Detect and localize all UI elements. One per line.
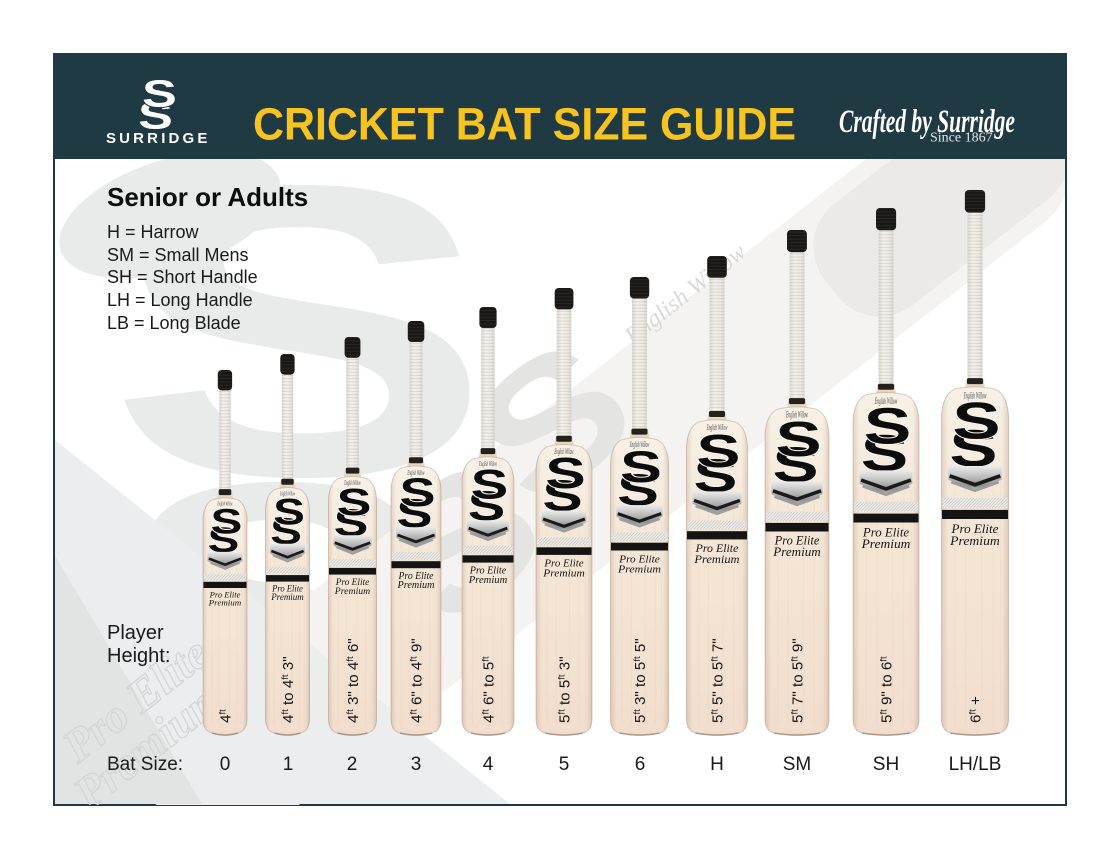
svg-text:Premium: Premium: [693, 553, 739, 566]
svg-text:SURRIDGE: SURRIDGE: [106, 130, 210, 147]
svg-text:5ft 7" to 5ft 9": 5ft 7" to 5ft 9": [790, 638, 807, 723]
svg-text:5ft 5" to 5ft 7": 5ft 5" to 5ft 7": [710, 638, 727, 723]
svg-text:English Willow: English Willow: [407, 468, 424, 477]
svg-text:English Willow: English Willow: [280, 491, 296, 498]
svg-text:S: S: [545, 449, 585, 497]
svg-text:English Willow: English Willow: [554, 447, 574, 456]
svg-text:Premium: Premium: [772, 545, 821, 559]
svg-text:S: S: [211, 501, 243, 541]
svg-text:S: S: [697, 425, 741, 477]
svg-text:Pro Elite: Pro Elite: [469, 566, 507, 577]
svg-text:S: S: [337, 480, 372, 523]
svg-text:English Willow: English Willow: [706, 422, 727, 432]
svg-text:English Willow: English Willow: [217, 501, 233, 508]
svg-text:Pro Elite: Pro Elite: [774, 534, 820, 548]
svg-text:Pro Elite: Pro Elite: [951, 522, 999, 536]
svg-text:Premium: Premium: [396, 580, 434, 591]
svg-text:Premium: Premium: [949, 534, 1000, 548]
svg-text:Crafted by Surridge: Crafted by Surridge: [839, 104, 1015, 140]
svg-text:S: S: [775, 412, 821, 467]
svg-text:Premium: Premium: [334, 586, 371, 597]
svg-text:Pro Elite: Pro Elite: [618, 553, 660, 565]
svg-text:Pro Elite: Pro Elite: [543, 558, 583, 570]
svg-text:5ft 3" to 5ft 5": 5ft 3" to 5ft 5": [632, 638, 649, 723]
svg-text:English Willow: English Willow: [479, 459, 497, 468]
svg-text:4ft 6" to 4ft 9": 4ft 6" to 4ft 9": [409, 638, 426, 723]
svg-text:English Willow: English Willow: [344, 479, 361, 487]
svg-text:Premium: Premium: [468, 575, 508, 586]
svg-text:4ft 3" to 4ft 6": 4ft 3" to 4ft 6": [345, 638, 362, 723]
svg-text:S: S: [864, 398, 912, 455]
svg-text:Since 1867: Since 1867: [930, 131, 993, 146]
svg-text:S: S: [273, 492, 305, 533]
svg-text:S: S: [138, 94, 173, 137]
svg-text:English Willow: English Willow: [874, 397, 897, 407]
svg-text:S: S: [620, 443, 662, 492]
svg-text:S: S: [471, 462, 508, 508]
svg-text:Pro Elite: Pro Elite: [398, 571, 435, 582]
svg-text:Premium: Premium: [208, 598, 242, 608]
svg-text:5ft to 5ft 3": 5ft to 5ft 3": [557, 656, 574, 723]
svg-text:6ft +: 6ft +: [968, 696, 985, 723]
svg-text:Pro Elite: Pro Elite: [862, 525, 910, 539]
svg-text:English Willow: English Willow: [629, 440, 649, 449]
svg-text:4ft 6" to 5ft: 4ft 6" to 5ft: [481, 656, 498, 723]
svg-text:Premium: Premium: [861, 537, 911, 551]
svg-text:English Willow: English Willow: [786, 410, 808, 420]
svg-text:CRICKET BAT SIZE GUIDE: CRICKET BAT SIZE GUIDE: [253, 99, 796, 150]
svg-text:Pro Elite: Pro Elite: [271, 584, 303, 594]
svg-text:S: S: [142, 72, 177, 115]
svg-text:4ft: 4ft: [218, 709, 235, 723]
svg-text:S: S: [400, 471, 436, 516]
svg-text:English Willow: English Willow: [963, 391, 986, 401]
svg-text:Pro Elite: Pro Elite: [209, 590, 241, 600]
svg-text:Premium: Premium: [617, 564, 661, 576]
svg-text:Pro Elite: Pro Elite: [335, 577, 370, 588]
svg-text:S: S: [952, 393, 1000, 451]
svg-text:5ft 9" to 6ft: 5ft 9" to 6ft: [879, 656, 896, 723]
svg-text:4ft to 4ft 3": 4ft to 4ft 3": [280, 656, 297, 723]
svg-text:Pro Elite: Pro Elite: [695, 542, 739, 555]
svg-text:Premium: Premium: [270, 592, 304, 602]
svg-text:Premium: Premium: [542, 567, 585, 579]
